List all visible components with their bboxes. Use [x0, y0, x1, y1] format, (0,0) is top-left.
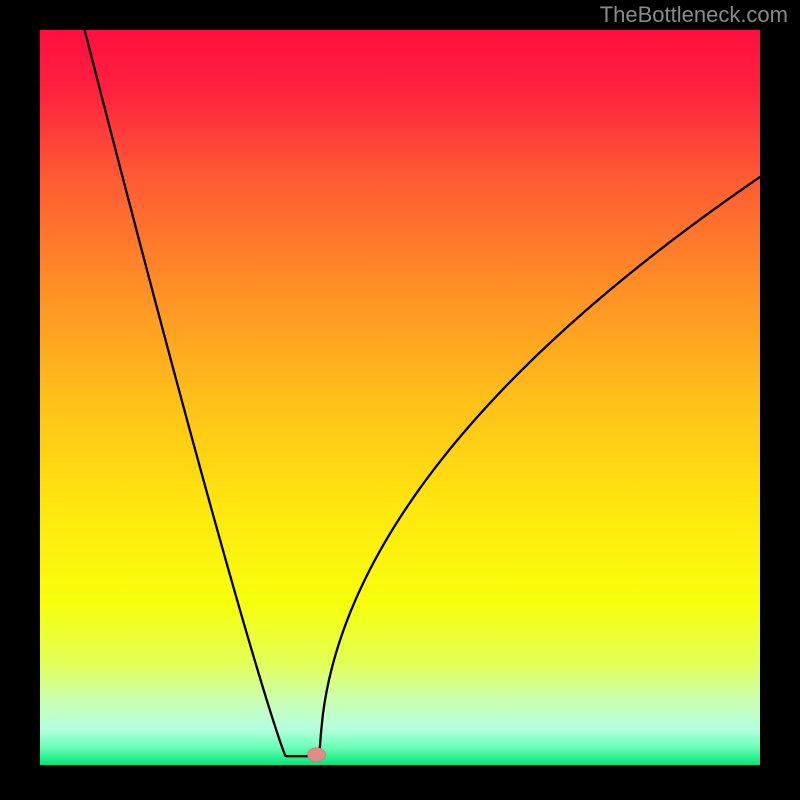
bottleneck-chart — [0, 0, 800, 800]
chart-frame: TheBottleneck.com — [0, 0, 800, 800]
optimal-point-marker — [307, 748, 325, 762]
plot-area — [40, 30, 760, 765]
